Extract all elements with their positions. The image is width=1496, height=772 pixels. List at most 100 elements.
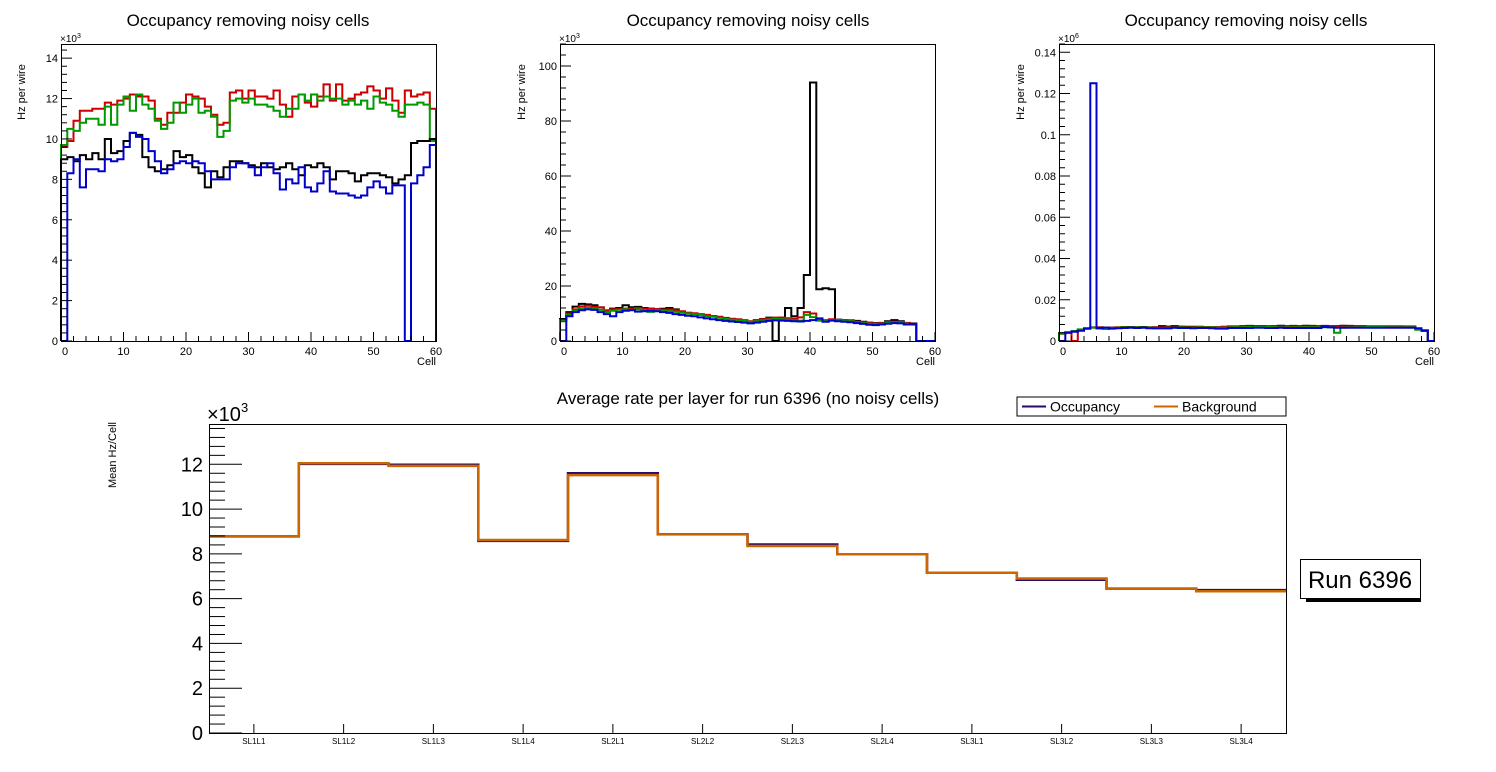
x-tick-label: 50	[866, 346, 878, 358]
x-tick-label: SL1L1	[242, 737, 266, 746]
x-tick-label: SL3L2	[1050, 737, 1074, 746]
legend-box	[1016, 396, 1287, 417]
x-tick-label: SL1L3	[422, 737, 446, 746]
y-tick-label: 40	[545, 226, 557, 238]
run-label: Run 6396	[1308, 567, 1412, 594]
x-tick-label: 50	[367, 346, 379, 358]
legend-label-occupancy: Occupancy	[1050, 399, 1120, 415]
y-axis-label: Hz per wire	[1015, 64, 1027, 120]
y-tick-label: 4	[52, 255, 58, 267]
y-tick-label: 0.14	[1035, 47, 1056, 59]
x-tick-label: 30	[741, 346, 753, 358]
x-axis-label: Cell	[1415, 356, 1434, 368]
y-tick-label: 4	[192, 633, 203, 655]
plot-frame	[209, 424, 1287, 734]
chart-title: Average rate per layer for run 6396 (no …	[557, 389, 939, 408]
plot-area	[560, 44, 936, 342]
y-tick-label: 10	[46, 134, 58, 146]
series-blue	[560, 308, 935, 342]
plot-frame	[1059, 44, 1435, 342]
y-tick-label: 0.1	[1041, 130, 1056, 142]
y-tick-label: 12	[181, 454, 203, 476]
y-exponent-label: ×103	[559, 33, 580, 45]
series-blue	[61, 131, 437, 342]
series-green	[60, 93, 437, 341]
y-tick-label: 0	[52, 336, 58, 348]
y-tick-label: 10	[181, 499, 203, 521]
x-tick-label: 40	[305, 346, 317, 358]
y-tick-label: 12	[46, 94, 58, 106]
plot-area	[61, 44, 437, 342]
y-tick-label: 100	[539, 61, 557, 73]
y-tick-label: 20	[545, 281, 557, 293]
x-axis-label: Cell	[916, 356, 935, 368]
x-tick-label: SL3L1	[960, 737, 984, 746]
y-tick-label: 2	[192, 678, 203, 700]
x-tick-label: 40	[804, 346, 816, 358]
y-axis-label: Hz per wire	[516, 64, 528, 120]
chart-occupancy-left: Occupancy removing noisy cells Hz per wi…	[16, 11, 442, 368]
x-tick-label: 10	[1115, 346, 1127, 358]
y-tick-label: 0.08	[1035, 171, 1056, 183]
series-background	[209, 461, 1286, 593]
x-tick-label: 10	[117, 346, 129, 358]
chart-title: Occupancy removing noisy cells	[627, 11, 870, 30]
series-red	[60, 83, 437, 341]
chart-title: Occupancy removing noisy cells	[127, 11, 370, 30]
series-group	[559, 81, 935, 342]
y-tick-label: 8	[192, 544, 203, 566]
x-tick-label: 30	[1240, 346, 1252, 358]
x-tick-label: 0	[1060, 346, 1066, 358]
x-tick-label: 20	[180, 346, 192, 358]
chart-occupancy-right: Occupancy removing noisy cells Hz per wi…	[1015, 11, 1440, 368]
chart-occupancy-middle: Occupancy removing noisy cells Hz per wi…	[516, 11, 941, 368]
series-blue	[1059, 82, 1434, 342]
plot-frame	[560, 44, 936, 342]
x-tick-label: 60	[430, 346, 442, 358]
y-tick-label: 0.04	[1035, 254, 1056, 266]
y-tick-label: 14	[46, 53, 58, 65]
y-axis-label: Hz per wire	[16, 64, 28, 120]
series-group	[1058, 82, 1434, 342]
x-tick-label: SL2L2	[691, 737, 715, 746]
x-tick-label: 40	[1303, 346, 1315, 358]
y-tick-label: 60	[545, 171, 557, 183]
y-tick-label: 8	[52, 174, 58, 186]
run-label-box: Run 6396	[1300, 559, 1421, 602]
x-tick-label: SL3L4	[1230, 737, 1254, 746]
legend: Occupancy Background	[1016, 396, 1287, 417]
y-tick-label: 6	[192, 589, 203, 611]
x-tick-label: SL3L3	[1140, 737, 1164, 746]
x-tick-label: SL1L2	[332, 737, 356, 746]
y-axis-label: Mean Hz/Cell	[107, 422, 119, 488]
x-tick-label: 30	[242, 346, 254, 358]
y-exponent-label: ×106	[1058, 33, 1079, 45]
y-tick-label: 6	[52, 215, 58, 227]
y-exponent-label: ×103	[207, 400, 248, 426]
y-tick-label: 80	[545, 116, 557, 128]
y-exponent-label: ×103	[60, 33, 81, 45]
y-tick-label: 0	[551, 336, 557, 348]
x-tick-label: 60	[1428, 346, 1440, 358]
x-tick-label: 0	[561, 346, 567, 358]
x-tick-label: SL2L4	[871, 737, 895, 746]
y-tick-label: 0.12	[1035, 89, 1056, 101]
x-tick-label: SL2L1	[601, 737, 625, 746]
chart-average-rate-per-layer: Average rate per layer for run 6396 (no …	[107, 389, 1287, 746]
series-group	[209, 461, 1286, 593]
x-tick-label: 50	[1365, 346, 1377, 358]
y-tick-label: 0	[192, 723, 203, 745]
y-tick-label: 0.02	[1035, 295, 1056, 307]
x-tick-label: 20	[679, 346, 691, 358]
x-tick-label: SL1L4	[512, 737, 536, 746]
y-tick-label: 2	[52, 296, 58, 308]
x-tick-label: 20	[1178, 346, 1190, 358]
x-axis-label: Cell	[417, 356, 436, 368]
series-group	[60, 83, 437, 342]
run-label-frame	[1300, 559, 1421, 599]
x-tick-label: 0	[62, 346, 68, 358]
x-tick-label: 60	[929, 346, 941, 358]
x-tick-label: 10	[616, 346, 628, 358]
y-tick-label: 0.06	[1035, 212, 1056, 224]
